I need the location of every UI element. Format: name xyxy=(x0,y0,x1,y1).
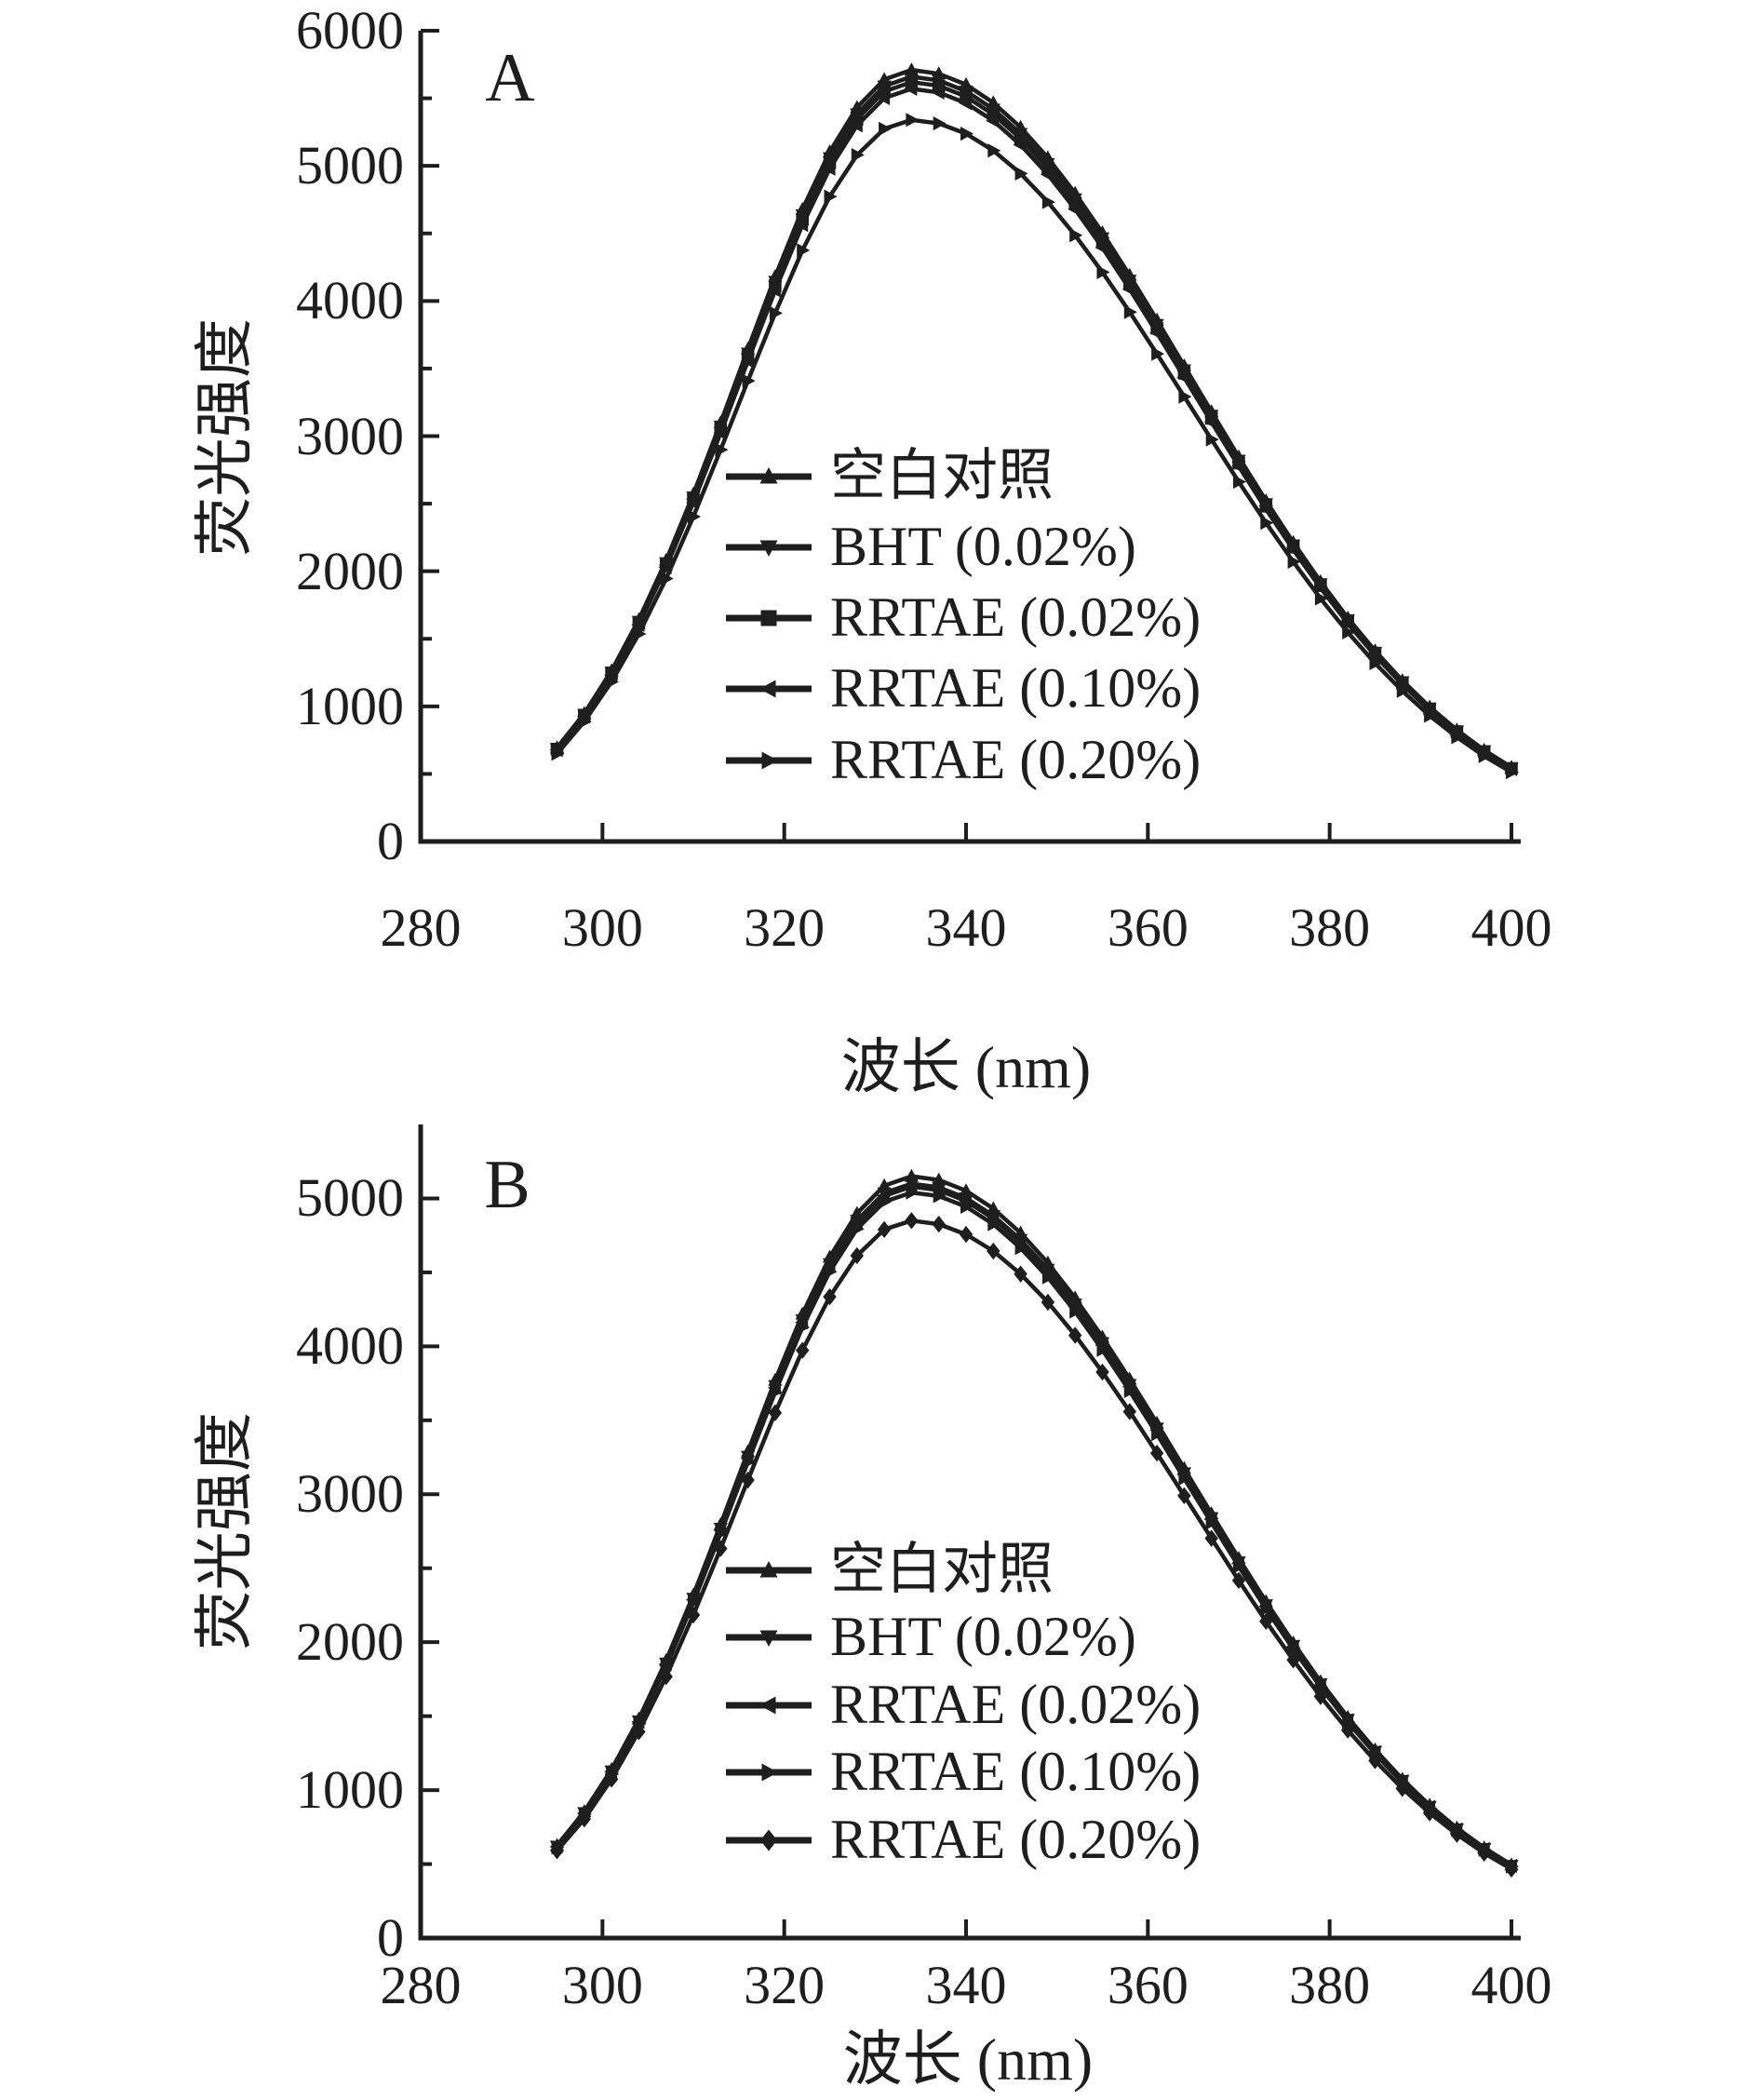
chart-a-legend-entry-label: BHT (0.02%) xyxy=(830,515,1136,577)
chart-a-x-tick-label: 280 xyxy=(380,897,462,958)
chart-b-legend-entry-label: RRTAE (0.10%) xyxy=(830,1740,1202,1802)
chart-b-legend-triangle-right-marker-icon xyxy=(761,1763,778,1782)
chart-a-x-tick-label: 340 xyxy=(925,897,1007,958)
chart-b-legend-entry-label: RRTAE (0.20%) xyxy=(830,1808,1202,1870)
chart-b-y-tick-label: 0 xyxy=(377,1907,404,1968)
chart-b-legend-triangle-left-marker-icon xyxy=(759,1696,776,1715)
panel-b-label: B xyxy=(484,1147,530,1223)
chart-b-x-axis-title: 波长 (nm) xyxy=(842,2026,1094,2093)
chart-a-series-4-line xyxy=(555,117,1513,774)
chart-b-x-tick-label: 360 xyxy=(1107,1955,1188,2015)
chart-b-y-tick-label: 5000 xyxy=(296,1167,404,1229)
chart-a-legend-entry-label: RRTAE (0.02%) xyxy=(830,586,1202,648)
chart-a-legend-entry-label: RRTAE (0.10%) xyxy=(830,656,1202,719)
chart-a-x-tick-label: 360 xyxy=(1107,897,1188,958)
chart-b-x-tick-label: 340 xyxy=(925,1955,1007,2015)
chart-b-legend-entry-label: BHT (0.02%) xyxy=(830,1605,1136,1667)
chart-b-x-tick-label: 400 xyxy=(1470,1955,1552,2015)
chart-a-legend-triangle-left-marker-icon xyxy=(759,680,776,698)
chart-b-x-tick-label: 320 xyxy=(744,1955,826,2015)
chart-b-legend-triangle-down-marker-icon xyxy=(759,1630,778,1647)
chart-b-legend-diamond-marker-icon xyxy=(760,1829,777,1851)
chart-a-y-tick-label: 4000 xyxy=(296,270,404,331)
chart-a-y-axis-title: 荧光强度 xyxy=(192,318,258,557)
chart-b-legend-triangle-up-marker-icon xyxy=(759,1561,778,1578)
chart-b-series-3-line xyxy=(555,1190,1513,1869)
chart-b-legend-entry-label: RRTAE (0.02%) xyxy=(830,1673,1202,1735)
chart-b-y-axis-title: 荧光强度 xyxy=(192,1412,258,1650)
chart-a-y-tick-label: 1000 xyxy=(296,675,404,736)
panel-a-label: A xyxy=(485,40,535,116)
chart-a-legend-triangle-up-marker-icon xyxy=(759,467,778,484)
chart-b-y-tick-label: 1000 xyxy=(296,1759,404,1821)
chart-a-x-axis-title: 波长 (nm) xyxy=(840,1034,1092,1100)
chart-a-x-tick-label: 300 xyxy=(561,897,643,958)
chart-a-x-tick-label: 400 xyxy=(1470,897,1552,958)
chart-b-series-4-line xyxy=(555,1218,1513,1871)
chart-b-y-tick-label: 2000 xyxy=(296,1611,404,1673)
chart-a-y-tick-label: 6000 xyxy=(296,0,404,61)
chart-b-y-tick-label: 4000 xyxy=(296,1315,404,1377)
chart-a-legend-triangle-right-marker-icon xyxy=(761,751,778,770)
chart-a-legend-entry-label: RRTAE (0.20%) xyxy=(830,728,1202,790)
chart-b-x-tick-label: 280 xyxy=(380,1955,462,2015)
chart-b-legend-entry-label: 空白对照 xyxy=(830,1538,1054,1600)
chart-a-x-tick-label: 380 xyxy=(1289,897,1371,958)
chart-a-y-tick-label: 3000 xyxy=(296,405,404,466)
chart-b-x-tick-label: 380 xyxy=(1289,1955,1371,2015)
chart-a-y-tick-label: 5000 xyxy=(296,135,404,196)
chart-a-legend-triangle-down-marker-icon xyxy=(759,540,778,557)
chart-a-legend-square-marker-icon xyxy=(760,610,777,626)
chart-a-y-tick-label: 0 xyxy=(377,811,404,871)
chart-a-y-tick-label: 2000 xyxy=(296,540,404,601)
chart-a-legend-entry-label: 空白对照 xyxy=(830,444,1054,506)
chart-a-x-tick-label: 320 xyxy=(744,897,826,958)
chart-b-y-tick-label: 3000 xyxy=(296,1463,404,1525)
chart-b-x-tick-label: 300 xyxy=(561,1955,643,2015)
